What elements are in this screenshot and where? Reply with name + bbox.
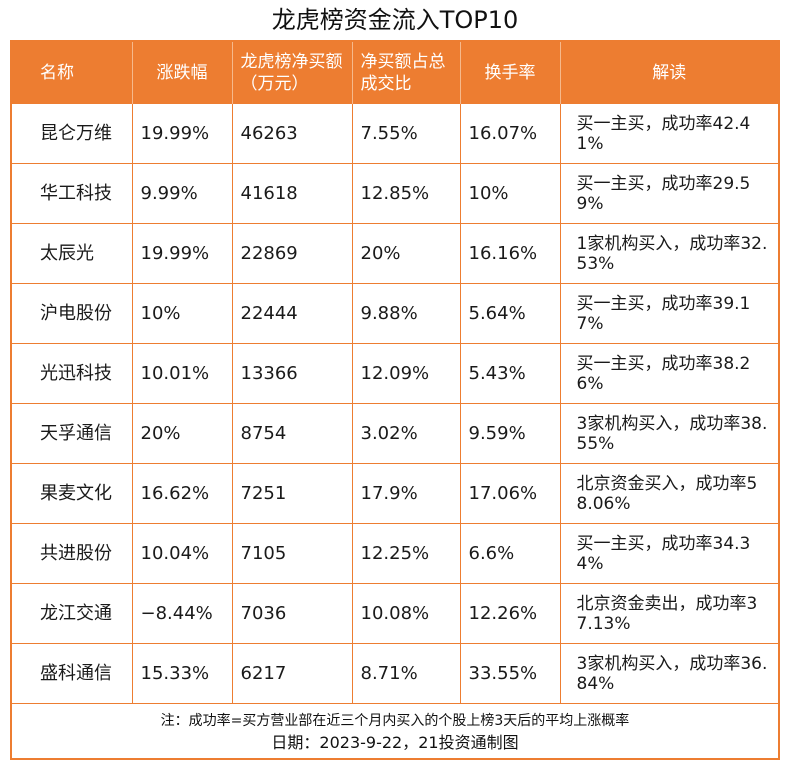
cell-turnover: 5.64% [459, 283, 561, 344]
page-title: 龙虎榜资金流入TOP10 [271, 6, 519, 34]
cell-net-buy: 7105 [231, 523, 353, 584]
cell-turnover: 5.43% [459, 343, 561, 404]
cell-change: 15.33% [131, 643, 233, 704]
cell-turnover: 12.26% [459, 583, 561, 644]
cell-ratio: 12.25% [351, 523, 461, 584]
column-header-desc: 解读 [559, 42, 778, 104]
cell-name: 光迅科技 [12, 343, 133, 404]
cell-net-buy: 46263 [231, 103, 353, 164]
cell-net-buy: 6217 [231, 643, 353, 704]
cell-ratio: 9.88% [351, 283, 461, 344]
table-row: 太辰光 19.99% 22869 20% 16.16% 1家机构买入，成功率32.53% [12, 223, 778, 284]
data-table: 名称 涨跌幅 龙虎榜净买额（万元） 净买额占总成交比 换手率 解读 昆仑万维 19… [12, 42, 778, 704]
cell-name: 昆仑万维 [12, 103, 133, 164]
cell-name: 华工科技 [12, 163, 133, 224]
table-frame: 名称 涨跌幅 龙虎榜净买额（万元） 净买额占总成交比 换手率 解读 昆仑万维 19… [10, 40, 780, 760]
cell-change: 9.99% [131, 163, 233, 224]
cell-name: 沪电股份 [12, 283, 133, 344]
cell-net-buy: 22869 [231, 223, 353, 284]
cell-ratio: 12.85% [351, 163, 461, 224]
column-header-turnover: 换手率 [459, 42, 560, 104]
cell-turnover: 17.06% [459, 463, 561, 524]
cell-ratio: 7.55% [351, 103, 461, 164]
footer: 注：成功率=买方营业部在近三个月内买入的个股上榜3天后的平均上涨概率 日期：20… [12, 704, 778, 760]
cell-change: 19.99% [131, 223, 233, 284]
table-row: 天孚通信 20% 8754 3.02% 9.59% 3家机构买入，成功率38.55% [12, 403, 778, 464]
table-row: 果麦文化 16.62% 7251 17.9% 17.06% 北京资金买入，成功率58.06… [12, 463, 778, 524]
cell-net-buy: 22444 [231, 283, 353, 344]
cell-turnover: 16.16% [459, 223, 561, 284]
cell-turnover: 10% [459, 163, 561, 224]
cell-net-buy: 41618 [231, 163, 353, 224]
cell-change: 16.62% [131, 463, 233, 524]
table-body: 昆仑万维 19.99% 46263 7.55% 16.07% 买一主买，成功率42.41%… [12, 103, 778, 704]
cell-desc: 1家机构买入，成功率32.53% [559, 223, 778, 284]
cell-turnover: 33.55% [459, 643, 561, 704]
table-row: 共进股份 10.04% 7105 12.25% 6.6% 买一主买，成功率34.34% [12, 523, 778, 584]
table-row: 华工科技 9.99% 41618 12.85% 10% 买一主买，成功率29.59% [12, 163, 778, 224]
date-credit: 日期：2023-9-22，21投资通制图 [271, 733, 519, 752]
table-row: 昆仑万维 19.99% 46263 7.55% 16.07% 买一主买，成功率42.41% [12, 103, 778, 164]
cell-turnover: 16.07% [459, 103, 561, 164]
cell-name: 太辰光 [12, 223, 133, 284]
cell-ratio: 20% [351, 223, 461, 284]
cell-desc: 买一主买，成功率42.41% [559, 103, 778, 164]
cell-name: 天孚通信 [12, 403, 133, 464]
cell-turnover: 6.6% [459, 523, 561, 584]
cell-name: 盛科通信 [12, 643, 133, 704]
table-row: 龙江交通 −8.44% 7036 10.08% 12.26% 北京资金卖出，成功率37.1… [12, 583, 778, 644]
cell-change: 10.04% [131, 523, 233, 584]
cell-net-buy: 7036 [231, 583, 353, 644]
cell-desc: 买一主买，成功率34.34% [559, 523, 778, 584]
cell-ratio: 12.09% [351, 343, 461, 404]
cell-desc: 3家机构买入，成功率38.55% [559, 403, 778, 464]
cell-name: 龙江交通 [12, 583, 133, 644]
cell-name: 果麦文化 [12, 463, 133, 524]
cell-net-buy: 7251 [231, 463, 353, 524]
cell-desc: 北京资金卖出，成功率37.13% [559, 583, 778, 644]
cell-desc: 3家机构买入，成功率36.84% [559, 643, 778, 704]
cell-ratio: 17.9% [351, 463, 461, 524]
table-row: 盛科通信 15.33% 6217 8.71% 33.55% 3家机构买入，成功率36.84… [12, 643, 778, 704]
cell-desc: 北京资金买入，成功率58.06% [559, 463, 778, 524]
cell-desc: 买一主买，成功率39.17% [559, 283, 778, 344]
cell-desc: 买一主买，成功率38.26% [559, 343, 778, 404]
cell-net-buy: 8754 [231, 403, 353, 464]
table-row: 光迅科技 10.01% 13366 12.09% 5.43% 买一主买，成功率38.26% [12, 343, 778, 404]
cell-ratio: 8.71% [351, 643, 461, 704]
footnote: 注：成功率=买方营业部在近三个月内买入的个股上榜3天后的平均上涨概率 [160, 713, 630, 729]
cell-ratio: 10.08% [351, 583, 461, 644]
column-header-change: 涨跌幅 [131, 42, 232, 104]
cell-desc: 买一主买，成功率29.59% [559, 163, 778, 224]
column-header-name: 名称 [12, 42, 132, 104]
cell-turnover: 9.59% [459, 403, 561, 464]
table-row: 沪电股份 10% 22444 9.88% 5.64% 买一主买，成功率39.17% [12, 283, 778, 344]
cell-change: 20% [131, 403, 233, 464]
column-header-ratio: 净买额占总成交比 [351, 42, 460, 104]
cell-change: 10% [131, 283, 233, 344]
cell-ratio: 3.02% [351, 403, 461, 464]
cell-change: 19.99% [131, 103, 233, 164]
cell-change: 10.01% [131, 343, 233, 404]
cell-name: 共进股份 [12, 523, 133, 584]
column-header-net-buy: 龙虎榜净买额（万元） [231, 42, 352, 104]
cell-net-buy: 13366 [231, 343, 353, 404]
table-header-row: 名称 涨跌幅 龙虎榜净买额（万元） 净买额占总成交比 换手率 解读 [12, 42, 778, 104]
cell-change: −8.44% [131, 583, 233, 644]
